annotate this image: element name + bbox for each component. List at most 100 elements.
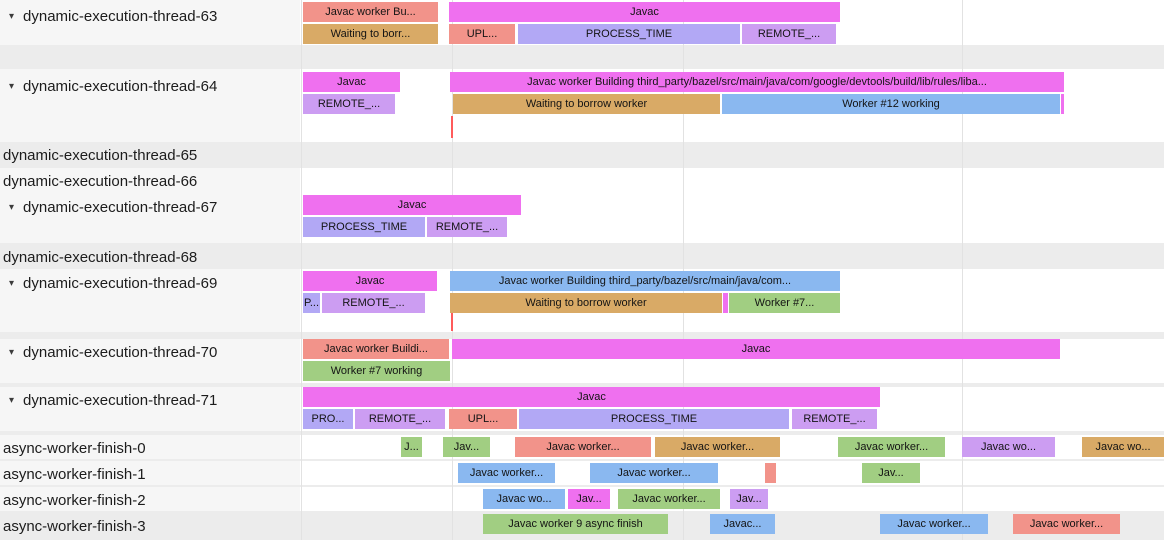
timeline-slice[interactable]: Javac worker...: [838, 437, 945, 457]
thread-label[interactable]: async-worker-finish-0: [0, 437, 146, 459]
timeline-slice[interactable]: Javac...: [710, 514, 775, 534]
expander-triangle-icon[interactable]: ▾: [9, 10, 15, 22]
thread-name: dynamic-execution-thread-70: [23, 343, 218, 361]
timeline-slice[interactable]: Javac worker 9 async finish: [483, 514, 668, 534]
thread-label[interactable]: ▾ dynamic-execution-thread-71: [0, 389, 217, 411]
slice-label: Javac: [630, 6, 659, 18]
expander-triangle-icon[interactable]: ▾: [9, 201, 15, 213]
timeline-slice[interactable]: PROCESS_TIME: [519, 409, 789, 429]
timeline-slice[interactable]: REMOTE_...: [355, 409, 445, 429]
timeline-slice[interactable]: Javac worker...: [880, 514, 988, 534]
timeline-slice[interactable]: P...: [303, 293, 320, 313]
slice-label: Javac worker Building third_party/bazel/…: [498, 275, 792, 287]
thread-name: dynamic-execution-thread-67: [23, 198, 218, 216]
timeline-slice[interactable]: Jav...: [568, 489, 610, 509]
slice-label: Javac worker Building third_party/bazel/…: [527, 76, 987, 88]
thread-label[interactable]: async-worker-finish-2: [0, 489, 146, 511]
timeline-slice[interactable]: Javac worker Bu...: [303, 2, 438, 22]
slice-label: Javac...: [723, 518, 762, 530]
timeline-slice[interactable]: REMOTE_...: [742, 24, 836, 44]
thread-name: dynamic-execution-thread-64: [23, 77, 218, 95]
slice-label: REMOTE_...: [368, 413, 432, 425]
timeline-slice[interactable]: Javac wo...: [962, 437, 1055, 457]
slice-label: Javac: [397, 199, 427, 211]
timeline-slice[interactable]: Worker #12 working: [722, 94, 1060, 114]
timeline-slice[interactable]: Javac worker...: [1013, 514, 1120, 534]
expander-triangle-icon[interactable]: ▾: [9, 80, 15, 92]
timeline-slice[interactable]: PROCESS_TIME: [518, 24, 740, 44]
timeline-slice[interactable]: J...: [401, 437, 422, 457]
timeline-slice[interactable]: Waiting to borr...: [303, 24, 438, 44]
thread-label[interactable]: ▾ dynamic-execution-thread-67: [0, 196, 217, 218]
timeline-slice[interactable]: Javac worker...: [515, 437, 651, 457]
slice-label: Javac worker...: [617, 467, 691, 479]
expander-triangle-icon[interactable]: ▾: [9, 277, 15, 289]
timeline-slice[interactable]: Javac worker Building third_party/bazel/…: [450, 72, 1064, 92]
timeline-slice[interactable]: PROCESS_TIME: [303, 217, 425, 237]
timeline-slice[interactable]: Waiting to borrow worker: [453, 94, 720, 114]
slice-label: PRO...: [311, 413, 345, 425]
timeline-slice[interactable]: REMOTE_...: [427, 217, 507, 237]
timeline-slice[interactable]: Javac: [449, 2, 840, 22]
timeline-slice[interactable]: Javac: [452, 339, 1060, 359]
slice-label: Waiting to borr...: [330, 28, 411, 40]
thread-name: dynamic-execution-thread-66: [3, 172, 198, 190]
slice-label: Javac: [741, 343, 771, 355]
timeline-slice[interactable]: Javac worker...: [590, 463, 718, 483]
timeline-slice[interactable]: Javac worker...: [618, 489, 720, 509]
expander-triangle-icon[interactable]: ▾: [9, 346, 15, 358]
slice-label: Javac worker...: [1029, 518, 1104, 530]
thread-name: async-worker-finish-2: [3, 491, 146, 509]
slice-label: REMOTE_...: [342, 297, 405, 309]
thread-label[interactable]: dynamic-execution-thread-68: [0, 246, 197, 268]
timeline-slice[interactable]: Jav...: [443, 437, 490, 457]
row-stripe: [0, 431, 1164, 435]
slice-label: Jav...: [878, 467, 904, 479]
slice-label: Waiting to borrow worker: [525, 297, 647, 309]
timeline-slice[interactable]: Javac worker...: [655, 437, 780, 457]
timeline-slice[interactable]: Waiting to borrow worker: [450, 293, 722, 313]
timeline-gridline: [301, 0, 302, 540]
timeline-slice[interactable]: Javac: [303, 72, 400, 92]
timeline-slice[interactable]: REMOTE_...: [792, 409, 877, 429]
slice-label: PROCESS_TIME: [320, 221, 408, 233]
timeline-slice[interactable]: [723, 293, 728, 313]
slice-label: Javac worker Bu...: [325, 6, 416, 18]
thread-label[interactable]: ▾ dynamic-execution-thread-63: [0, 5, 217, 27]
timeline-slice[interactable]: Javac worker...: [458, 463, 555, 483]
timeline-slice[interactable]: Worker #7...: [729, 293, 840, 313]
thread-label[interactable]: ▾ dynamic-execution-thread-69: [0, 272, 217, 294]
timeline-slice[interactable]: REMOTE_...: [322, 293, 425, 313]
thread-label[interactable]: dynamic-execution-thread-66: [0, 170, 197, 192]
timeline-slice[interactable]: PRO...: [303, 409, 353, 429]
timeline-slice[interactable]: Javac wo...: [483, 489, 565, 509]
row-stripe: [0, 459, 1164, 461]
thread-label[interactable]: ▾ dynamic-execution-thread-64: [0, 75, 217, 97]
timeline-slice[interactable]: REMOTE_...: [303, 94, 395, 114]
row-stripe: [0, 142, 1164, 168]
timeline-slice[interactable]: Javac worker Buildi...: [303, 339, 449, 359]
timeline-slice[interactable]: Javac: [303, 387, 880, 407]
thread-label[interactable]: ▾ dynamic-execution-thread-70: [0, 341, 217, 363]
timeline-slice[interactable]: [765, 463, 776, 483]
thread-label[interactable]: dynamic-execution-thread-65: [0, 144, 197, 166]
slice-label: Javac worker...: [854, 441, 929, 453]
slice-label: Javac worker...: [546, 441, 620, 453]
row-stripe: [0, 383, 1164, 387]
timeline-slice[interactable]: [1061, 94, 1064, 114]
thread-label[interactable]: async-worker-finish-1: [0, 463, 146, 485]
slice-label: Jav...: [736, 493, 762, 505]
timeline-slice[interactable]: UPL...: [449, 24, 515, 44]
timeline-slice[interactable]: Javac: [303, 271, 437, 291]
slice-label: REMOTE_...: [435, 221, 499, 233]
timeline-slice[interactable]: Javac wo...: [1082, 437, 1164, 457]
timeline-slice[interactable]: Javac: [303, 195, 521, 215]
timeline-slice[interactable]: Worker #7 working: [303, 361, 450, 381]
timeline-slice[interactable]: Javac worker Building third_party/bazel/…: [450, 271, 840, 291]
timeline-slice[interactable]: Jav...: [730, 489, 768, 509]
expander-triangle-icon[interactable]: ▾: [9, 394, 15, 406]
slice-label: Jav...: [453, 441, 480, 453]
timeline-slice[interactable]: UPL...: [449, 409, 517, 429]
thread-label[interactable]: async-worker-finish-3: [0, 515, 146, 537]
timeline-slice[interactable]: Jav...: [862, 463, 920, 483]
